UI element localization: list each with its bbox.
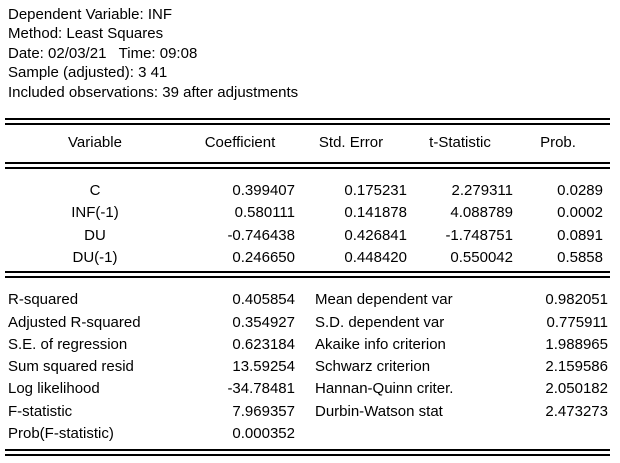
stat-label: F-statistic bbox=[8, 402, 73, 420]
coefficient-cell: 0.399407 bbox=[232, 182, 295, 200]
column-header-std-error: Std. Error bbox=[318, 134, 384, 152]
stat-value: 2.473273 bbox=[545, 402, 608, 420]
stat-label: Adjusted R-squared bbox=[8, 313, 141, 331]
stat-value: 0.623184 bbox=[232, 335, 295, 353]
stat-value: 0.000352 bbox=[232, 425, 295, 442]
coefficient-cell: -0.746438 bbox=[227, 226, 295, 244]
table-row: INF(-1) 0.580111 0.141878 4.088789 0.000… bbox=[5, 202, 610, 224]
stat-label: Hannan-Quinn criter. bbox=[315, 380, 454, 398]
stat-label: Akaike info criterion bbox=[315, 335, 446, 353]
coefficient-cell: 0.246650 bbox=[232, 248, 295, 266]
stats-row: R-squared 0.405854 Mean dependent var 0.… bbox=[5, 289, 610, 311]
stat-value: 0.405854 bbox=[232, 291, 295, 309]
included-observations-line: Included observations: 39 after adjustme… bbox=[8, 83, 299, 101]
dependent-variable-line: Dependent Variable: INF bbox=[8, 6, 172, 23]
stat-label: R-squared bbox=[8, 291, 79, 309]
coefficient-table-header-row: Variable Coefficient Std. Error t-Statis… bbox=[5, 133, 610, 153]
separator-double-line bbox=[5, 449, 610, 457]
stats-row: F-statistic 7.969357 Durbin-Watson stat … bbox=[5, 401, 610, 423]
table-row: C 0.399407 0.175231 2.279311 0.0289 bbox=[5, 180, 610, 202]
prob-cell: 0.0289 bbox=[557, 182, 603, 200]
stat-label: Log likelihood bbox=[8, 380, 100, 398]
prob-cell: 0.5858 bbox=[557, 248, 603, 266]
separator-double-line bbox=[5, 118, 610, 126]
stat-value: 1.988965 bbox=[545, 335, 608, 353]
stat-label: Durbin-Watson stat bbox=[315, 402, 443, 420]
stat-label: S.D. dependent var bbox=[315, 313, 445, 331]
t-statistic-cell: 2.279311 bbox=[451, 182, 513, 200]
separator-double-line bbox=[5, 162, 610, 170]
stat-value: 2.159586 bbox=[545, 358, 608, 376]
std-error-cell: 0.426841 bbox=[344, 226, 407, 244]
column-header-prob: Prob. bbox=[540, 134, 576, 152]
stat-label: Prob(F-statistic) bbox=[8, 425, 114, 442]
variable-cell: C bbox=[89, 182, 101, 200]
table-row: DU(-1) 0.246650 0.448420 0.550042 0.5858 bbox=[5, 247, 610, 269]
table-row: DU -0.746438 0.426841 -1.748751 0.0891 bbox=[5, 225, 610, 247]
column-header-t-statistic: t-Statistic bbox=[429, 134, 491, 152]
std-error-cell: 0.141878 bbox=[344, 204, 407, 222]
equation-header: Dependent Variable: INF Method: Least Sq… bbox=[0, 0, 620, 102]
stat-value: 0.982051 bbox=[545, 291, 608, 309]
prob-cell: 0.0002 bbox=[557, 204, 603, 222]
stats-row: Log likelihood -34.78481 Hannan-Quinn cr… bbox=[5, 378, 610, 400]
summary-statistics: R-squared 0.405854 Mean dependent var 0.… bbox=[5, 278, 610, 445]
stat-value: 13.59254 bbox=[232, 358, 295, 376]
stats-row: S.E. of regression 0.623184 Akaike info … bbox=[5, 334, 610, 356]
date-time-line: Date: 02/03/21 Time: 09:08 bbox=[8, 44, 198, 62]
t-statistic-cell: 0.550042 bbox=[450, 248, 513, 266]
column-header-variable: Variable bbox=[68, 134, 122, 152]
separator-double-line bbox=[5, 271, 610, 279]
stat-label: Schwarz criterion bbox=[315, 358, 431, 376]
stat-value: 0.354927 bbox=[232, 313, 295, 331]
column-header-coefficient: Coefficient bbox=[204, 134, 276, 152]
std-error-cell: 0.175231 bbox=[344, 182, 407, 200]
stat-label: Mean dependent var bbox=[315, 291, 453, 309]
stats-row: Sum squared resid 13.59254 Schwarz crite… bbox=[5, 356, 610, 378]
stat-value: 7.969357 bbox=[232, 402, 295, 420]
stat-value: -34.78481 bbox=[227, 380, 295, 398]
stats-row: Adjusted R-squared 0.354927 S.D. depende… bbox=[5, 312, 610, 334]
variable-cell: DU bbox=[84, 226, 106, 244]
stat-label: S.E. of regression bbox=[8, 335, 128, 353]
t-statistic-cell: -1.748751 bbox=[445, 226, 513, 244]
sample-line: Sample (adjusted): 3 41 bbox=[8, 64, 168, 82]
variable-cell: INF(-1) bbox=[71, 204, 119, 222]
prob-cell: 0.0891 bbox=[557, 226, 603, 244]
method-line: Method: Least Squares bbox=[8, 25, 164, 43]
coefficient-rows: C 0.399407 0.175231 2.279311 0.0289 INF(… bbox=[5, 169, 610, 269]
t-statistic-cell: 4.088789 bbox=[450, 204, 513, 222]
variable-cell: DU(-1) bbox=[72, 248, 118, 266]
std-error-cell: 0.448420 bbox=[344, 248, 407, 266]
stats-row: Prob(F-statistic) 0.000352 bbox=[5, 423, 610, 445]
coefficient-cell: 0.580111 bbox=[234, 204, 295, 222]
results-table: Variable Coefficient Std. Error t-Statis… bbox=[5, 118, 610, 457]
stat-value: 0.775911 bbox=[546, 313, 608, 331]
stat-label: Sum squared resid bbox=[8, 358, 134, 376]
stat-value: 2.050182 bbox=[545, 380, 608, 398]
